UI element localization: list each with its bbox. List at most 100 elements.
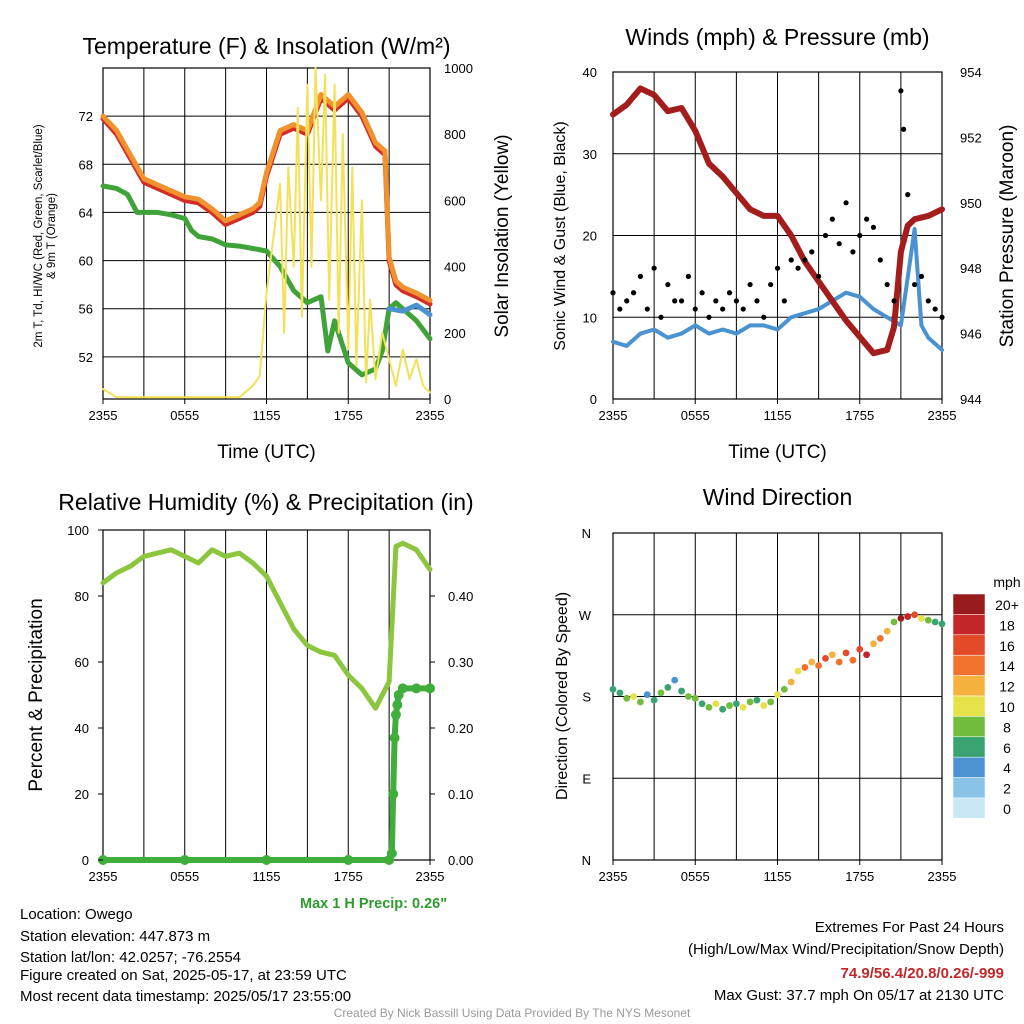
max-precip-note: Max 1 H Precip: 0.26" <box>300 896 448 912</box>
time-tick-label: 2355 <box>89 408 118 423</box>
direction-point <box>671 676 679 684</box>
gust-point <box>630 290 637 296</box>
time-tick-label: 2355 <box>416 869 445 884</box>
gust-point <box>651 265 657 271</box>
series-line-blue <box>386 302 433 318</box>
y-right-tick-label: 0.20 <box>448 721 473 736</box>
legend-swatch <box>952 756 986 778</box>
y-axis-label: Direction (Colored By Speed) <box>554 592 571 800</box>
direction-point <box>609 685 617 693</box>
legend-swatch <box>952 614 986 636</box>
y-tick-label: 40 <box>75 721 89 736</box>
direction-point <box>863 651 871 659</box>
y-right-tick-label: 946 <box>960 327 982 342</box>
y-axis-label: Sonic Wind & Gust (Blue, Black) <box>552 121 569 350</box>
legend-label: 6 <box>1003 740 1011 756</box>
direction-point <box>780 685 788 693</box>
direction-point <box>897 614 905 622</box>
gust-point <box>898 88 904 94</box>
direction-point <box>870 640 877 648</box>
gust-point <box>706 314 712 320</box>
y-right-tick-label: 800 <box>444 127 466 142</box>
direction-point <box>643 691 651 699</box>
legend-swatch <box>952 716 986 738</box>
time-tick-label: 0555 <box>170 869 199 884</box>
recent-data-label: Most recent data timestamp: 2025/05/17 2… <box>20 988 352 1005</box>
time-tick-label: 2355 <box>928 408 957 423</box>
y-tick-label: 64 <box>79 205 93 220</box>
y-tick-label: 0 <box>590 392 597 407</box>
y-axis-label: 2m T, Td, HI/WC (Red, Green, Scarlet/Blu… <box>33 124 45 347</box>
legend-swatch <box>952 777 986 799</box>
time-tick-label: 0555 <box>681 869 710 884</box>
latlon-label: Station lat/lon: 42.0257; -76.2554 <box>20 949 242 966</box>
time-tick-label: 1755 <box>334 408 363 423</box>
y-right-tick-label: 0.40 <box>448 589 473 604</box>
y-tick-label: 30 <box>583 147 597 162</box>
gust-point <box>768 281 774 288</box>
y-tick-label: 72 <box>79 109 93 124</box>
y-right-tick-label: 0 <box>444 392 451 407</box>
gust-point <box>774 265 781 271</box>
series-line-rh <box>100 540 433 711</box>
gust-point <box>624 298 630 304</box>
gust-point <box>610 290 616 296</box>
created-label: Figure created on Sat, 2025-05-17, at 23… <box>20 967 347 984</box>
direction-point <box>616 689 624 697</box>
gust-point <box>685 273 691 279</box>
direction-point <box>657 689 665 697</box>
gust-point <box>829 216 835 222</box>
credit-line: Created By Nick Bassill Using Data Provi… <box>333 1006 691 1020</box>
y-right-tick-label: 400 <box>444 260 466 275</box>
legend-label: 0 <box>1003 801 1011 817</box>
direction-point <box>849 656 857 664</box>
gust-point <box>822 232 829 239</box>
y-right-tick-label: 948 <box>960 261 982 276</box>
legend-label: 12 <box>999 679 1015 695</box>
gust-point <box>850 249 856 255</box>
y-right-axis-label: Station Pressure (Maroon) <box>997 125 1018 348</box>
y-right-axis-label: Solar Insolation (Yellow) <box>492 134 513 337</box>
y-tick-label: 80 <box>75 589 89 604</box>
direction-point <box>822 654 829 662</box>
legend-swatch <box>952 593 986 615</box>
y-right-tick-label: 944 <box>960 392 982 407</box>
chart-title: Relative Humidity (%) & Precipitation (i… <box>58 489 473 515</box>
legend-title: mph <box>993 574 1020 590</box>
legend-swatch <box>952 675 986 697</box>
legend-label: 16 <box>999 638 1015 654</box>
series-line-maroon <box>610 85 945 357</box>
time-tick-label: 1155 <box>253 408 281 423</box>
legend-swatch <box>952 736 986 758</box>
gust-point <box>713 298 719 304</box>
direction-point <box>767 698 775 706</box>
x-axis-label: Time (UTC) <box>217 442 316 463</box>
direction-tick-label: E <box>582 771 591 786</box>
time-tick-label: 1155 <box>764 408 792 423</box>
gust-point <box>617 306 623 312</box>
gust-point <box>809 249 815 255</box>
gust-point <box>836 241 842 247</box>
extremes-heading: Extremes For Past 24 Hours <box>814 919 1004 936</box>
gust-point <box>877 257 883 263</box>
legend-swatch <box>952 654 986 676</box>
direction-point <box>835 658 843 666</box>
gust-point <box>692 306 698 312</box>
legend-label: 18 <box>999 617 1015 633</box>
series-line-yellow <box>102 67 431 399</box>
direction-point <box>856 645 864 653</box>
gust-point <box>864 216 870 222</box>
time-tick-label: 1155 <box>764 869 792 884</box>
gust-point <box>911 281 918 288</box>
precip-point <box>343 855 354 865</box>
direction-point <box>787 678 795 686</box>
y-tick-label: 100 <box>67 523 89 538</box>
extremes-values: 74.9/56.4/20.8/0.26/-999 <box>840 965 1004 982</box>
series-line-blue <box>611 227 944 352</box>
direction-point <box>678 687 685 695</box>
y-axis-label: & 9m T (Orange) <box>46 193 58 279</box>
direction-point <box>938 620 946 628</box>
y-tick-label: 10 <box>583 310 597 325</box>
precip-point <box>261 855 272 865</box>
